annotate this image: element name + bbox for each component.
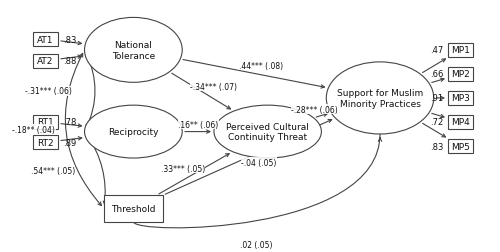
- Ellipse shape: [214, 106, 322, 159]
- Text: MP2: MP2: [451, 70, 470, 79]
- Text: .83: .83: [63, 35, 76, 44]
- Text: .02 (.05): .02 (.05): [240, 240, 273, 249]
- Text: .47: .47: [430, 46, 443, 55]
- Text: Threshold: Threshold: [111, 204, 156, 213]
- Text: AT1: AT1: [37, 35, 54, 44]
- Text: Support for Muslim
Minority Practices: Support for Muslim Minority Practices: [337, 89, 423, 108]
- FancyBboxPatch shape: [104, 196, 162, 222]
- Text: Perceived Cultural
Continuity Threat: Perceived Cultural Continuity Threat: [226, 122, 309, 142]
- FancyBboxPatch shape: [448, 140, 473, 153]
- FancyBboxPatch shape: [33, 116, 58, 130]
- Text: .72: .72: [430, 118, 443, 127]
- FancyBboxPatch shape: [448, 91, 473, 106]
- Text: .83: .83: [430, 142, 443, 151]
- Text: MP5: MP5: [451, 142, 470, 151]
- Text: -.28*** (.06): -.28*** (.06): [292, 105, 338, 114]
- FancyBboxPatch shape: [448, 116, 473, 130]
- Text: .88: .88: [63, 57, 76, 66]
- FancyBboxPatch shape: [448, 44, 473, 58]
- Ellipse shape: [84, 106, 182, 159]
- FancyBboxPatch shape: [448, 68, 473, 82]
- Text: .33*** (.05): .33*** (.05): [160, 164, 205, 173]
- Text: -.04 (.05): -.04 (.05): [241, 158, 276, 167]
- Text: .78: .78: [63, 118, 76, 127]
- Text: MP1: MP1: [451, 46, 470, 55]
- Text: .44*** (.08): .44*** (.08): [238, 62, 282, 71]
- Text: MP3: MP3: [451, 94, 470, 103]
- Text: Reciprocity: Reciprocity: [108, 128, 158, 137]
- Text: -.18** (.04): -.18** (.04): [12, 125, 55, 134]
- Text: RT1: RT1: [37, 118, 54, 127]
- FancyBboxPatch shape: [33, 136, 58, 150]
- Text: RT2: RT2: [37, 138, 54, 147]
- FancyBboxPatch shape: [33, 54, 58, 68]
- Text: National
Tolerance: National Tolerance: [112, 41, 155, 60]
- Text: .54*** (.05): .54*** (.05): [30, 166, 75, 175]
- Text: .89: .89: [63, 138, 76, 147]
- Text: -.31*** (.06): -.31*** (.06): [26, 87, 72, 96]
- Text: MP4: MP4: [451, 118, 470, 127]
- Text: .66: .66: [430, 70, 443, 79]
- Ellipse shape: [84, 18, 182, 83]
- Text: .91: .91: [430, 94, 443, 103]
- Text: -.34*** (.07): -.34*** (.07): [190, 83, 238, 92]
- Text: AT2: AT2: [38, 57, 54, 66]
- FancyBboxPatch shape: [33, 33, 58, 47]
- Ellipse shape: [326, 63, 434, 135]
- Text: .16** (.06): .16** (.06): [178, 120, 218, 129]
